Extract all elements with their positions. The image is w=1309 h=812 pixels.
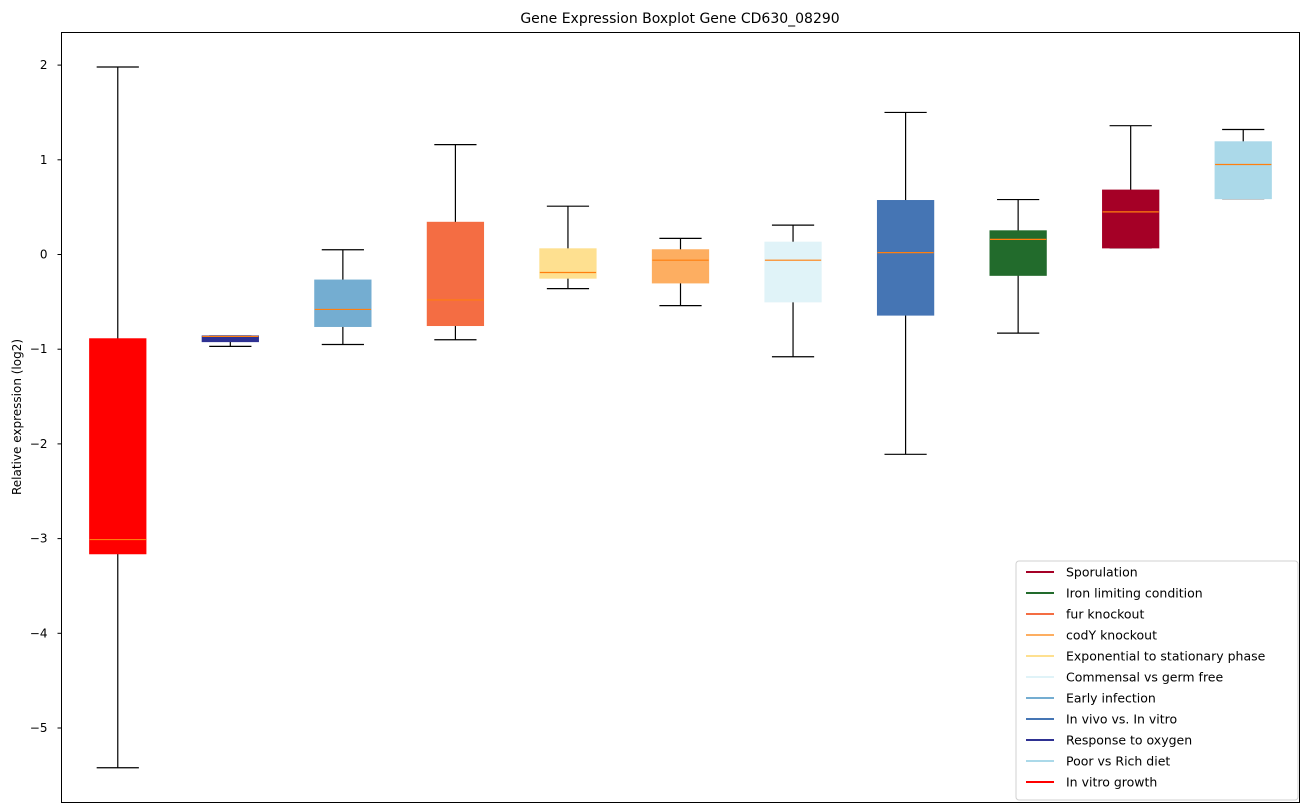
box-iqr (539, 248, 597, 279)
y-tick-label: 0 (40, 248, 48, 262)
legend-item: fur knockout (1026, 607, 1144, 622)
box-iqr (876, 200, 935, 316)
box-iqr (1102, 189, 1160, 249)
box-response-to-oxygen (201, 335, 259, 347)
legend-item: Response to oxygen (1026, 733, 1192, 748)
y-tick-label: −5 (30, 721, 48, 735)
box-poor-vs-rich-diet (1214, 128, 1272, 200)
legend-label: Poor vs Rich diet (1066, 754, 1170, 769)
legend-item: Poor vs Rich diet (1026, 754, 1170, 769)
box-commensal-vs-germ-free (764, 224, 822, 358)
legend-label: codY knockout (1066, 628, 1157, 643)
legend-item: Commensal vs germ free (1026, 670, 1223, 685)
y-tick-label: −3 (30, 532, 48, 546)
box-iqr (651, 249, 710, 284)
box-iqr (314, 279, 372, 327)
box-exponential-to-stationary-phase (539, 205, 597, 290)
y-tick-label: −1 (30, 342, 48, 356)
y-tick-label: −2 (30, 437, 48, 451)
box-cody-knockout (651, 237, 710, 307)
legend-label: Sporulation (1066, 565, 1138, 580)
legend-frame (1015, 560, 1299, 801)
legend-label: In vivo vs. In vitro (1066, 712, 1177, 727)
box-in-vivo-vs-in-vitro (876, 111, 935, 455)
box-in-vitro-growth (89, 66, 147, 769)
box-iqr (989, 230, 1047, 276)
legend-item: Early infection (1026, 691, 1156, 706)
plot-area (89, 66, 1272, 769)
legend-label: Commensal vs germ free (1066, 670, 1223, 685)
y-tick-label: 2 (40, 58, 48, 72)
y-axis-ticks: 2 1 0 −1 −2 −3 −4 −5 (30, 58, 62, 735)
legend-item: In vitro growth (1026, 775, 1157, 790)
box-sporulation (1102, 125, 1160, 249)
box-early-infection (314, 249, 372, 346)
legend-label: In vitro growth (1066, 775, 1157, 790)
box-iqr (1214, 141, 1272, 200)
axes-frame (61, 32, 1300, 803)
legend-item: Exponential to stationary phase (1026, 649, 1266, 664)
legend-label: Iron limiting condition (1066, 586, 1203, 601)
chart-title: Gene Expression Boxplot Gene CD630_08290 (520, 11, 839, 27)
legend: Sporulation Iron limiting condition fur kn… (1015, 560, 1299, 801)
legend-item: Iron limiting condition (1026, 586, 1203, 601)
legend-item: Sporulation (1026, 565, 1138, 580)
box-iqr (764, 241, 822, 303)
y-axis-label: Relative expression (log2) (10, 339, 24, 495)
y-tick-label: 1 (40, 153, 48, 167)
box-fur-knockout (426, 144, 485, 341)
legend-label: Exponential to stationary phase (1066, 649, 1266, 664)
box-iqr (426, 221, 485, 327)
legend-item: codY knockout (1026, 628, 1157, 643)
box-iron-limiting-condition (989, 198, 1047, 334)
legend-label: Response to oxygen (1066, 733, 1192, 748)
y-tick-label: −4 (30, 626, 48, 640)
legend-item: In vivo vs. In vitro (1026, 712, 1177, 727)
box-iqr (89, 338, 147, 555)
legend-label: Early infection (1066, 691, 1156, 706)
legend-label: fur knockout (1066, 607, 1144, 622)
